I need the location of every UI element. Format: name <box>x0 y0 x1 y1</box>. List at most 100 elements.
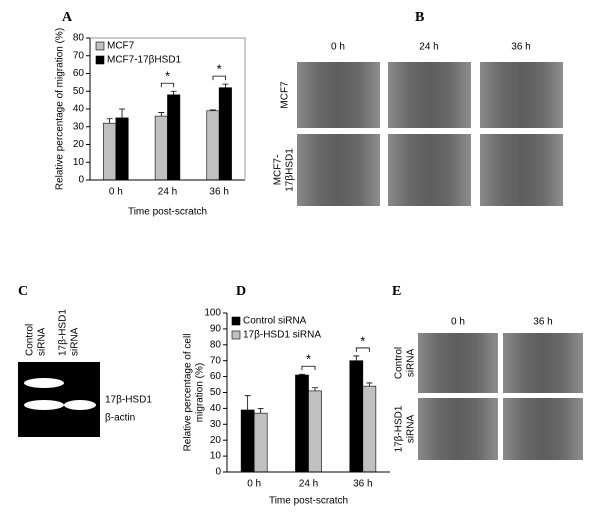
error-bar <box>312 387 319 391</box>
y-tick-label: 0 <box>78 175 84 186</box>
legend-swatch <box>231 316 241 326</box>
y-tick-label: 40 <box>210 403 222 414</box>
legend-swatch <box>95 55 105 65</box>
panel-letter: B <box>415 10 424 25</box>
y-tick-label: 30 <box>210 419 222 430</box>
y-tick-label: 60 <box>210 371 222 382</box>
x-axis-title: Time post-scratch <box>269 496 348 507</box>
panel-letter: C <box>18 284 28 299</box>
x-tick-label: 24 h <box>158 187 177 198</box>
bar <box>218 87 232 181</box>
panel-letter: E <box>392 284 401 299</box>
micrograph <box>503 398 583 460</box>
plot-frame <box>90 37 246 180</box>
error-bar <box>209 109 216 111</box>
lane-label: siRNA <box>37 327 48 356</box>
micrograph <box>297 134 380 206</box>
bar <box>253 412 268 473</box>
significance-bracket <box>212 75 226 81</box>
column-label: 0 h <box>451 317 465 328</box>
y-tick-label: 80 <box>210 339 222 350</box>
micrograph <box>388 134 471 206</box>
significance-bracket <box>160 82 175 88</box>
panel-letter: D <box>236 284 246 299</box>
error-bar <box>119 108 126 118</box>
gel <box>18 362 100 437</box>
error-bar <box>244 395 251 410</box>
error-bar <box>353 355 360 361</box>
column-label: 0 h <box>331 42 345 53</box>
bar <box>115 117 129 181</box>
bar <box>206 110 220 181</box>
bar <box>154 115 168 181</box>
y-tick-label: 60 <box>73 68 85 79</box>
legend-label: Control siRNA <box>243 316 307 327</box>
column-label: 36 h <box>533 317 552 328</box>
panel-letter: A <box>62 10 73 25</box>
x-tick-label: 0 h <box>109 187 123 198</box>
gel-band <box>64 400 96 410</box>
bar <box>103 122 117 181</box>
error-bar <box>366 382 373 387</box>
legend-label: MCF7-17βHSD1 <box>107 55 182 66</box>
row-label: siRNA <box>406 415 417 444</box>
x-tick-label: 0 h <box>247 479 261 490</box>
micrograph <box>297 62 380 128</box>
y-tick-label: 50 <box>210 387 222 398</box>
y-tick-label: 100 <box>204 308 221 319</box>
micrograph <box>480 62 563 128</box>
row-label: siRNA <box>406 349 417 378</box>
y-tick-label: 70 <box>73 50 85 61</box>
error-bar <box>106 118 113 124</box>
y-tick-label: 0 <box>215 467 221 478</box>
error-bar <box>257 408 264 414</box>
error-bar <box>158 112 165 117</box>
micrograph <box>418 333 498 393</box>
error-bar <box>222 83 229 88</box>
x-tick-label: 36 h <box>209 187 228 198</box>
legend-label: MCF7 <box>107 41 135 52</box>
significance-bracket <box>355 347 370 352</box>
row-label: Control <box>394 347 405 379</box>
y-tick-label: 10 <box>210 451 222 462</box>
y-tick-label: 80 <box>73 33 85 44</box>
band-label: 17β-HSD1 <box>105 395 152 406</box>
row-label: 17βHSD1 <box>285 148 296 192</box>
bar <box>295 374 309 473</box>
bar <box>362 385 377 473</box>
x-axis-title: Time post-scratch <box>128 207 207 218</box>
legend-swatch <box>231 330 241 340</box>
error-bar <box>298 373 305 376</box>
x-tick-label: 36 h <box>353 479 372 490</box>
significance-mark: * <box>165 69 170 84</box>
y-axis-title: Relative percentage of cell <box>183 334 194 452</box>
bar <box>308 390 322 473</box>
y-axis-title: migration (%) <box>195 363 206 422</box>
micrograph <box>480 134 563 206</box>
micrograph <box>388 62 471 128</box>
lane-label: siRNA <box>70 327 81 356</box>
y-tick-label: 20 <box>210 435 222 446</box>
bar <box>240 409 255 473</box>
y-axis-title: Relative percentage of migration (%) <box>55 28 66 190</box>
y-tick-label: 50 <box>73 86 85 97</box>
band-label: β-actin <box>105 413 135 424</box>
error-bar <box>170 90 177 95</box>
row-label: 17β-HSD1 <box>394 405 405 452</box>
y-tick-label: 90 <box>210 324 222 335</box>
row-label: MCF7 <box>280 81 291 109</box>
bar <box>349 360 364 473</box>
column-label: 36 h <box>511 42 530 53</box>
micrograph <box>503 333 583 393</box>
lane-label: Control <box>25 324 36 356</box>
gel-band <box>24 400 64 410</box>
significance-mark: * <box>306 352 311 367</box>
y-tick-label: 30 <box>73 121 85 132</box>
y-tick-label: 20 <box>73 139 85 150</box>
bar <box>167 94 181 181</box>
lane-label: 17β-HSD1 <box>58 309 69 356</box>
y-tick-label: 70 <box>210 355 222 366</box>
significance-mark: * <box>360 333 365 348</box>
x-tick-label: 24 h <box>299 479 318 490</box>
